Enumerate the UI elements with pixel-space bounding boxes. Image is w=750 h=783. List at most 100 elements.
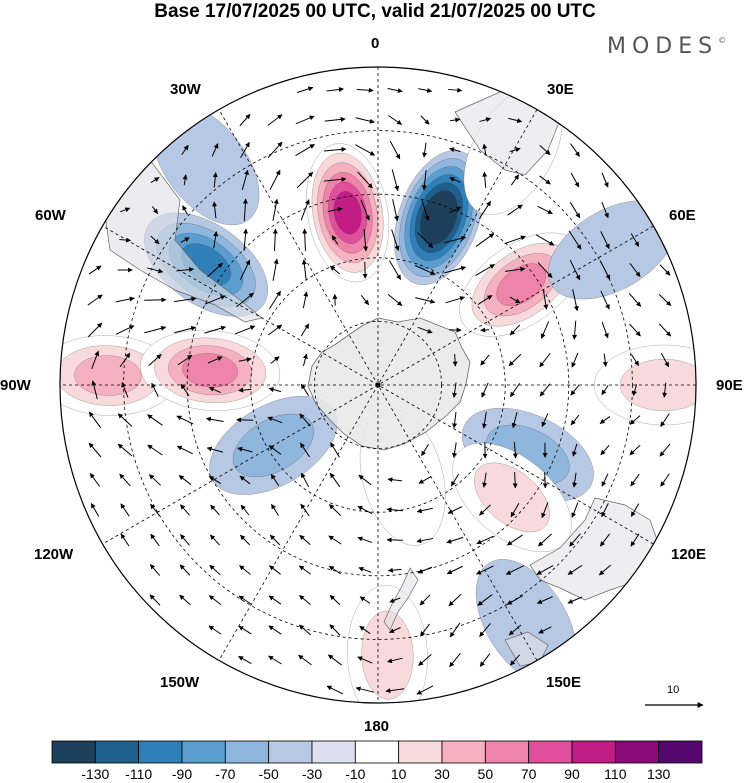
wind-arrow	[389, 597, 401, 603]
wind-arrow	[658, 323, 672, 337]
wind-arrow	[329, 265, 340, 275]
wind-arrow	[182, 174, 188, 186]
wind-arrow	[240, 504, 250, 516]
wind-arrow	[267, 416, 283, 424]
wind-arrow	[240, 534, 250, 546]
wind-arrow	[238, 625, 252, 635]
wind-arrow	[176, 415, 194, 425]
wind-arrow	[179, 594, 191, 606]
colorbar-tick-label: 50	[477, 766, 494, 782]
colorbar-segment	[528, 740, 573, 764]
wind-arrow	[272, 228, 278, 252]
wind-arrow	[117, 413, 133, 427]
wind-arrow	[115, 325, 135, 335]
wind-arrow	[482, 472, 488, 488]
wind-arrow	[179, 564, 191, 576]
wind-arrow	[296, 171, 314, 189]
wind-arrow	[601, 321, 609, 339]
wind-arrow	[120, 207, 131, 213]
colorbar-tick-label: 110	[604, 766, 627, 782]
wind-arrow	[180, 504, 190, 516]
wind-arrow	[659, 264, 671, 276]
wind-arrow	[121, 381, 129, 398]
wind-arrow	[120, 533, 130, 547]
wind-arrow	[242, 198, 248, 222]
wind-arrow	[416, 685, 434, 695]
wind-arrow	[301, 259, 307, 281]
wind-arrow	[269, 169, 281, 191]
australia-shape	[529, 497, 661, 601]
wind-arrow	[421, 444, 429, 457]
wind-arrow	[477, 295, 493, 305]
wind-arrow	[363, 228, 369, 252]
wind-arrow	[662, 382, 668, 398]
wind-arrow	[358, 474, 372, 486]
wind-arrow	[512, 472, 518, 489]
wind-arrow	[238, 357, 252, 363]
lon-label-30e: 30E	[547, 81, 574, 98]
wind-arrow	[298, 624, 312, 636]
colorbar-tick-label: -90	[171, 766, 193, 782]
colorbar	[51, 740, 703, 764]
wind-arrow	[268, 445, 282, 455]
wind-arrow	[270, 473, 280, 486]
anomaly-contour	[333, 191, 362, 235]
wind-arrow	[598, 564, 612, 576]
wind-arrow	[204, 295, 226, 305]
colorbar-tick-label: 70	[520, 766, 537, 782]
wind-arrow	[180, 237, 190, 243]
wind-arrow	[151, 382, 159, 398]
wind-arrow	[416, 231, 434, 249]
wind-arrow	[359, 625, 371, 635]
wind-arrow	[359, 596, 371, 604]
wind-arrow	[541, 413, 549, 428]
wind-arrow	[479, 623, 491, 637]
wind-arrow	[180, 383, 190, 397]
wind-arrow	[629, 263, 641, 278]
wind-arrow	[481, 411, 487, 429]
colorbar-segment	[181, 740, 226, 764]
logo-text: MODES	[607, 34, 719, 59]
wind-arrow	[387, 657, 403, 664]
wind-arrow	[87, 322, 103, 338]
wind-arrow	[236, 292, 254, 308]
wind-arrow	[357, 171, 373, 189]
wind-arrow	[272, 258, 279, 281]
wind-arrow	[148, 474, 162, 486]
wind-arrow	[571, 352, 579, 368]
colorbar-segment	[94, 740, 140, 764]
wind-arrow	[268, 565, 281, 575]
wind-arrow	[509, 296, 521, 304]
wind-arrow	[388, 260, 402, 280]
wind-arrow	[420, 623, 430, 637]
wind-arrow	[149, 564, 161, 576]
wind-arrow	[572, 472, 578, 488]
wind-arrow	[329, 472, 341, 488]
wind-arrow	[482, 143, 488, 157]
wind-arrow	[302, 291, 309, 309]
wind-arrow	[509, 147, 521, 153]
wind-arrow	[150, 533, 160, 547]
wind-arrow	[206, 446, 223, 453]
wind-arrow	[272, 198, 279, 221]
vector-scale-label: 10	[667, 684, 680, 696]
wind-arrow	[476, 565, 494, 575]
colorbar-tick-label: -30	[301, 766, 323, 782]
wind-arrow	[536, 596, 553, 604]
wind-arrow	[506, 534, 523, 546]
wind-arrow	[387, 87, 403, 94]
colorbar-tick-label: 30	[434, 766, 450, 782]
wind-arrow	[299, 413, 311, 427]
wind-arrow	[512, 441, 518, 459]
wind-arrow	[149, 594, 161, 606]
wind-arrow	[91, 380, 98, 400]
wind-arrow	[509, 654, 521, 666]
wind-arrow	[540, 321, 550, 339]
colorbar-segment	[268, 740, 313, 764]
wind-arrow	[326, 685, 344, 695]
wind-arrow	[181, 144, 189, 156]
colorbar-tick-label: -70	[215, 766, 236, 782]
wind-arrow	[539, 352, 551, 368]
wind-arrow	[510, 174, 520, 186]
anomaly-blob	[394, 150, 484, 286]
